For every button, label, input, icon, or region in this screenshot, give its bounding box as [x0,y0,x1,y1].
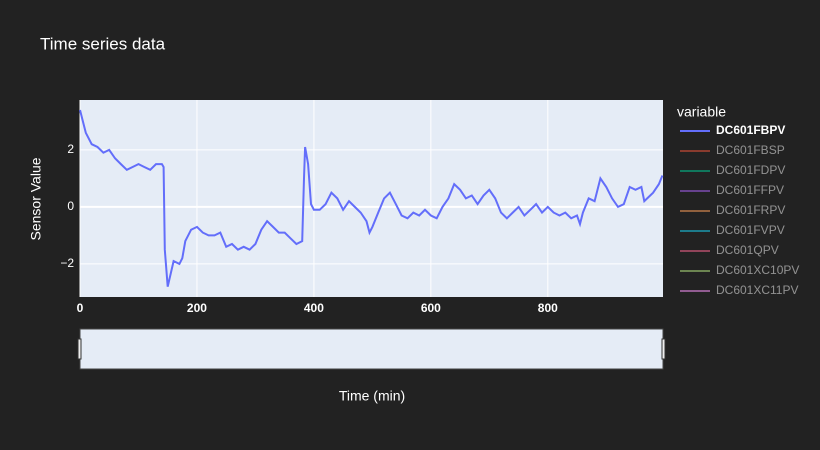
range-slider[interactable] [79,328,664,370]
y-tick-label: 0 [67,199,74,213]
legend-title: variable [677,104,726,120]
x-tick-label: 0 [77,301,84,315]
legend-label[interactable]: DC601QPV [716,243,779,257]
legend-label[interactable]: DC601XC11PV [716,283,799,297]
x-tick-label: 800 [538,301,558,315]
legend-label[interactable]: DC601XC10PV [716,263,799,277]
range-handle[interactable] [661,338,666,360]
y-tick-label: −2 [60,256,74,270]
legend-label[interactable]: DC601FVPV [716,223,785,237]
chart-title: Time series data [40,34,166,53]
x-tick-label: 400 [304,301,324,315]
y-axis-title: Sensor Value [28,157,44,240]
y-tick-label: 2 [67,142,74,156]
data-line [79,109,664,287]
legend-label[interactable]: DC601FBSP [716,143,785,157]
legend-label[interactable]: DC601FFPV [716,183,784,197]
x-tick-label: 200 [187,301,207,315]
x-axis-title: Time (min) [339,388,405,404]
legend-label[interactable]: DC601FBPV [716,123,785,137]
legend-label[interactable]: DC601FDPV [716,163,785,177]
range-handle[interactable] [77,338,82,360]
x-tick-label: 600 [421,301,441,315]
legend-label[interactable]: DC601FRPV [716,203,785,217]
plot-area [80,100,663,297]
